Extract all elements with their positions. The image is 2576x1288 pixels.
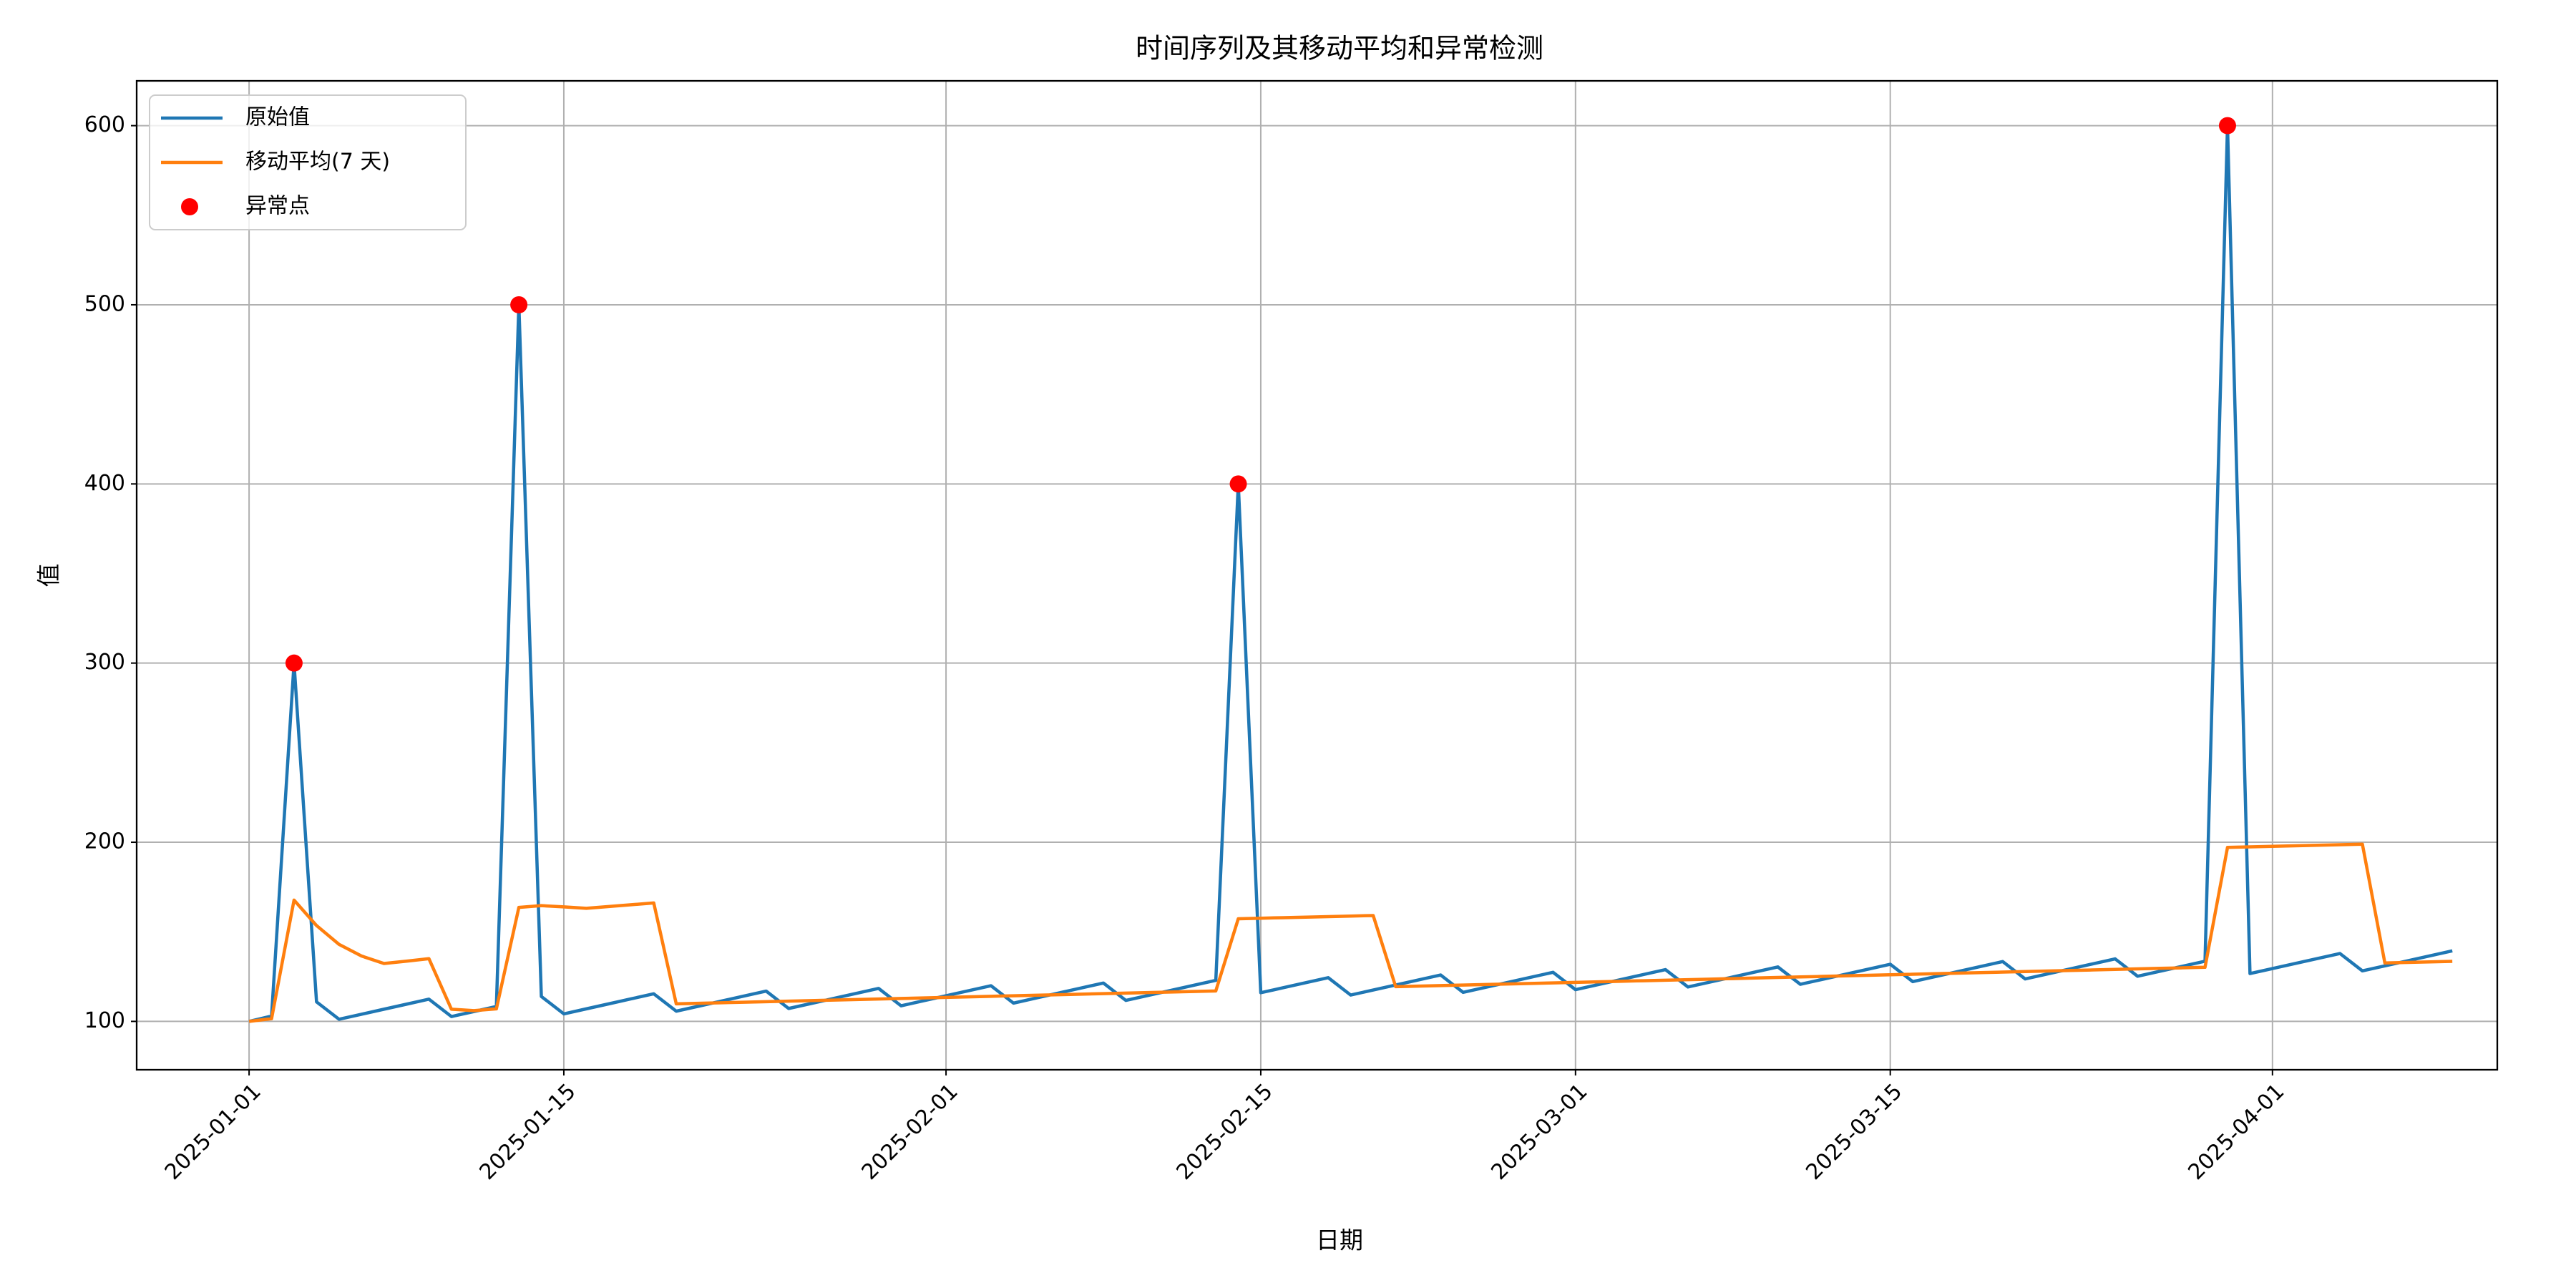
- anomaly-point: [285, 654, 303, 672]
- series-line: [248, 124, 2453, 1023]
- axes-frame: [135, 79, 2499, 1071]
- anomaly-point: [2218, 117, 2236, 135]
- legend-marker: [181, 198, 198, 215]
- x-axis-label: 日期: [1316, 1226, 1363, 1254]
- anomaly-point: [510, 296, 528, 313]
- anomaly-point: [1229, 475, 1247, 493]
- y-tick-label: 400: [84, 471, 125, 496]
- chart-title: 时间序列及其移动平均和异常检测: [1136, 33, 1543, 64]
- y-tick-label: 600: [84, 112, 125, 137]
- legend-label: 原始值: [245, 105, 310, 130]
- legend-label: 异常点: [245, 194, 310, 219]
- legend-box: [149, 94, 467, 230]
- y-tick-label: 500: [84, 291, 125, 316]
- y-axis-label: 值: [35, 564, 63, 587]
- plot-area: [248, 117, 2453, 1023]
- y-tick-label: 200: [84, 829, 125, 854]
- series-line: [248, 842, 2453, 1023]
- y-tick-label: 300: [84, 650, 125, 675]
- y-tick-label: 100: [84, 1008, 125, 1033]
- legend-label: 移动平均(7 天): [245, 150, 390, 175]
